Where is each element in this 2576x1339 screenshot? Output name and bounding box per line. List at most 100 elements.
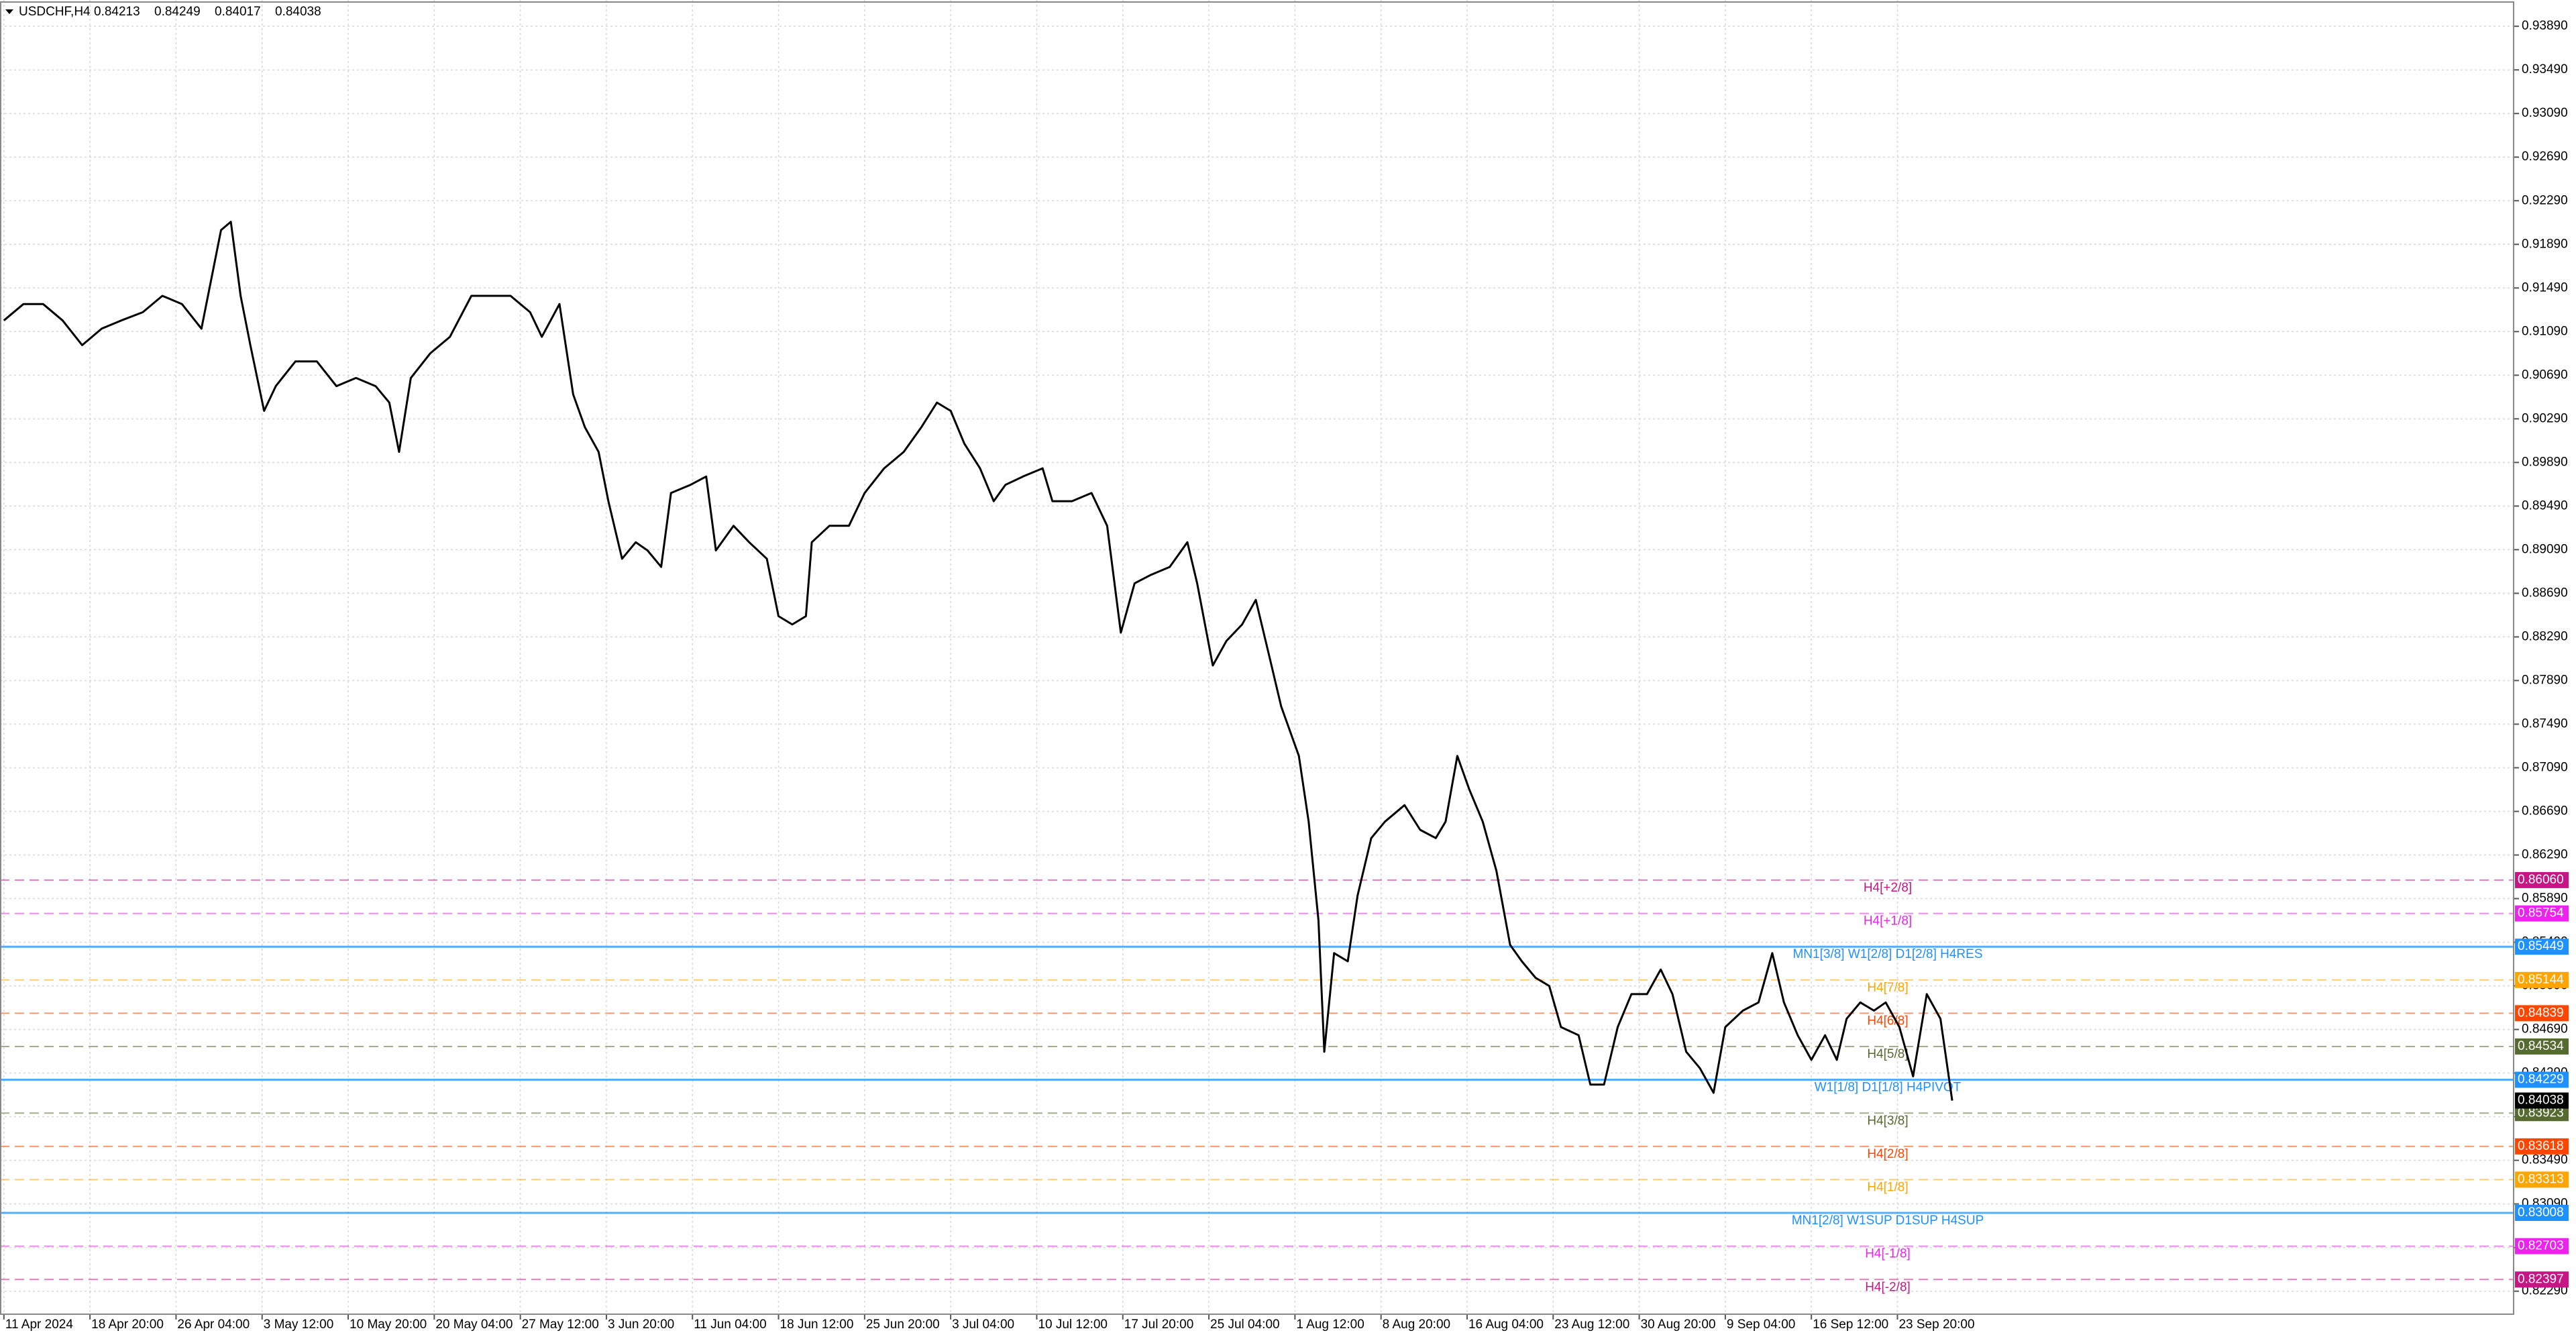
- x-tick-label: 3 Jun 20:00: [608, 1318, 674, 1332]
- level-price-box: [2515, 1204, 2569, 1221]
- x-tick-label: 20 May 04:00: [435, 1318, 513, 1332]
- level-name: H4[-1/8]: [1865, 1247, 1911, 1261]
- level-price-box: [2515, 905, 2569, 922]
- level-price-box: [2515, 1005, 2569, 1022]
- x-tick-label: 3 May 12:00: [264, 1318, 334, 1332]
- x-tick-label: 10 May 20:00: [350, 1318, 427, 1332]
- ohlc-value: 0.84017: [215, 5, 261, 19]
- x-tick-label: 18 Apr 20:00: [91, 1318, 164, 1332]
- level-price-label: 0.85754: [2518, 906, 2564, 920]
- level-price-label: 0.83313: [2518, 1172, 2564, 1186]
- last-price-box: [2515, 1092, 2569, 1109]
- x-tick-label: 16 Sep 12:00: [1813, 1318, 1888, 1332]
- y-tick-label: 0.91890: [2522, 237, 2568, 251]
- level-price-label: 0.86060: [2518, 873, 2564, 887]
- price-line: [3, 221, 1953, 1101]
- y-tick-label: 0.83490: [2522, 1153, 2568, 1167]
- x-tick-label: 16 Aug 04:00: [1468, 1318, 1544, 1332]
- level-price-label: 0.84839: [2518, 1006, 2564, 1020]
- y-tick-label: 0.90290: [2522, 411, 2568, 425]
- grid: [0, 0, 2514, 1314]
- level-name: H4[2/8]: [1867, 1147, 1908, 1161]
- y-tick-label: 0.93890: [2522, 19, 2568, 33]
- x-tick-label: 18 Jun 12:00: [780, 1318, 854, 1332]
- level-name: H4[7/8]: [1867, 981, 1908, 995]
- axis: 0.93890 0.93490 0.93090 0.92690 0.92290 0.918…: [3, 19, 2569, 1332]
- level-name: H4[5/8]: [1867, 1047, 1908, 1061]
- x-tick-label: 25 Jul 04:00: [1210, 1318, 1280, 1332]
- level-name: H4[+2/8]: [1864, 881, 1912, 895]
- x-tick-label: 23 Sep 20:00: [1898, 1318, 1974, 1332]
- x-tick-label: 30 Aug 20:00: [1641, 1318, 1716, 1332]
- x-tick-label: 1 Aug 12:00: [1296, 1318, 1364, 1332]
- level-price-label: 0.85449: [2518, 939, 2564, 953]
- level-price-box: [2515, 1171, 2569, 1188]
- level-name: W1[1/8] D1[1/8] H4PIVOT: [1815, 1081, 1962, 1095]
- level-price-label: 0.83008: [2518, 1206, 2564, 1220]
- y-tick-label: 0.87490: [2522, 716, 2568, 731]
- level-price-box: [2515, 939, 2569, 955]
- level-name: H4[6/8]: [1867, 1014, 1908, 1028]
- plot: [3, 221, 1953, 1101]
- last-price-label: 0.84038: [2518, 1093, 2564, 1108]
- x-tick-label: 26 Apr 04:00: [177, 1318, 250, 1332]
- level-price-label: 0.84229: [2518, 1073, 2564, 1087]
- y-tick-label: 0.87090: [2522, 760, 2568, 774]
- y-tick-label: 0.86690: [2522, 804, 2568, 818]
- y-tick-label: 0.90690: [2522, 368, 2568, 382]
- ohlc-value: 0.84213: [94, 5, 140, 19]
- y-tick-label: 0.88290: [2522, 629, 2568, 643]
- x-tick-label: 17 Jul 20:00: [1124, 1318, 1194, 1332]
- y-tick-label: 0.84690: [2522, 1022, 2568, 1036]
- ohlc-value: 0.84249: [154, 5, 201, 19]
- y-tick-label: 0.87890: [2522, 673, 2568, 687]
- level-name: H4[+1/8]: [1864, 914, 1912, 928]
- y-tick-label: 0.88690: [2522, 586, 2568, 600]
- x-tick-label: 8 Aug 20:00: [1383, 1318, 1450, 1332]
- menu-arrow: [5, 9, 13, 14]
- x-tick-label: 11 Jun 04:00: [694, 1318, 766, 1332]
- y-tick-label: 0.92290: [2522, 193, 2568, 207]
- y-tick-label: 0.92690: [2522, 150, 2568, 164]
- level-name: H4[-2/8]: [1865, 1280, 1911, 1294]
- x-tick-label: 23 Aug 12:00: [1554, 1318, 1629, 1332]
- x-tick-label: 9 Sep 04:00: [1727, 1318, 1795, 1332]
- y-tick-label: 0.93490: [2522, 62, 2568, 76]
- level-price-label: 0.82703: [2518, 1239, 2564, 1253]
- x-tick-label: 27 May 12:00: [522, 1318, 599, 1332]
- y-tick-label: 0.91490: [2522, 280, 2568, 294]
- y-tick-label: 0.91090: [2522, 324, 2568, 338]
- level-name: MN1[2/8] W1SUP D1SUP H4SUP: [1792, 1214, 1984, 1228]
- y-tick-label: 0.89890: [2522, 455, 2568, 469]
- level-price-box: [2515, 1238, 2569, 1254]
- plot-frame: [0, 1, 2514, 1315]
- y-tick-label: 0.89490: [2522, 498, 2568, 513]
- level-price-box: [2515, 971, 2569, 988]
- ohlc: 0.84213 0.84249 0.84017 0.84038: [94, 5, 321, 19]
- level-price-label: 0.82397: [2518, 1272, 2564, 1286]
- symbol-title: USDCHF,H4: [19, 5, 91, 19]
- x-tick-label: 10 Jul 12:00: [1038, 1318, 1108, 1332]
- level-price-label: 0.84534: [2518, 1039, 2564, 1053]
- ohlc-value: 0.84038: [275, 5, 321, 19]
- y-tick-label: 0.89090: [2522, 542, 2568, 556]
- level-price-box: [2515, 1038, 2569, 1055]
- level-name: H4[3/8]: [1867, 1114, 1908, 1128]
- level-price-label: 0.85144: [2518, 973, 2564, 987]
- x-tick-label: 11 Apr 2024: [5, 1318, 74, 1332]
- y-tick-label: 0.85890: [2522, 892, 2568, 906]
- x-tick-label: 3 Jul 04:00: [952, 1318, 1014, 1332]
- level-price-label: 0.83618: [2518, 1139, 2564, 1153]
- level-price-box: [2515, 871, 2569, 888]
- level-price-box: [2515, 1271, 2569, 1288]
- levels: H4[+2/8] H4[+1/8] MN1[3/8] W1[2/8] D1[2/8]…: [0, 879, 2514, 1294]
- y-tick-label: 0.86290: [2522, 848, 2568, 862]
- level-name: MN1[3/8] W1[2/8] D1[2/8] H4RES: [1792, 947, 1982, 961]
- y-tick-label: 0.93090: [2522, 106, 2568, 120]
- level-price-box: [2515, 1138, 2569, 1155]
- level-price-label: 0.83923: [2518, 1106, 2564, 1120]
- level-name: H4[1/8]: [1867, 1180, 1908, 1194]
